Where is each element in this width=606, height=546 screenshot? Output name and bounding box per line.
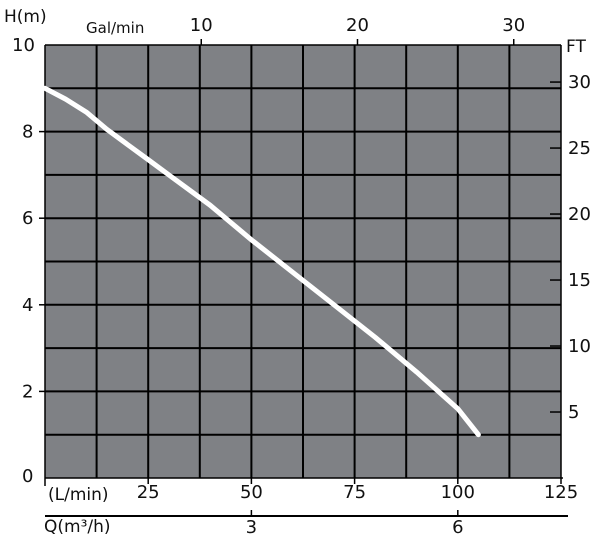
y-tick-label: 2 — [22, 381, 33, 402]
x-tick-label: 75 — [343, 482, 366, 503]
x-tick-label: 50 — [240, 482, 263, 503]
right-tick-label: 10 — [568, 336, 591, 357]
y-tick-label: 6 — [22, 208, 33, 229]
right-axis-label: FT — [566, 37, 586, 57]
x-tick-label: 125 — [544, 482, 578, 503]
y-axis-label: H(m) — [4, 7, 47, 27]
performance-curve — [42, 85, 481, 438]
q-tick-label: 3 — [246, 517, 257, 538]
top-axis-label: Gal/min — [86, 19, 144, 37]
y-tick-label: 0 — [22, 466, 33, 487]
q-tick-label: 6 — [452, 517, 463, 538]
y-tick-label: 4 — [22, 295, 33, 316]
top-tick-label: 30 — [502, 15, 525, 36]
right-tick-label: 30 — [568, 72, 591, 93]
top-tick-label: 20 — [346, 15, 369, 36]
right-tick-label: 15 — [568, 270, 591, 291]
tick-labels: 0 2 4 6 8 10 25 50 75 100 125 3 6 10 20 30 5 10 15 20 25 30 — [12, 15, 591, 538]
y-tick-label: 10 — [12, 35, 35, 56]
axes — [39, 39, 568, 517]
x-tick-label: 100 — [441, 482, 475, 503]
grid-lines — [45, 45, 561, 478]
top-tick-label: 10 — [190, 15, 213, 36]
y-tick-label: 8 — [22, 122, 33, 143]
right-tick-label: 20 — [568, 204, 591, 225]
x-unit-label: (L/min) — [48, 485, 109, 505]
right-tick-label: 5 — [568, 402, 579, 423]
series-layer — [42, 85, 481, 438]
q-axis-label: Q(m³/h) — [44, 517, 111, 537]
x-tick-label: 25 — [137, 482, 160, 503]
right-tick-label: 25 — [568, 138, 591, 159]
